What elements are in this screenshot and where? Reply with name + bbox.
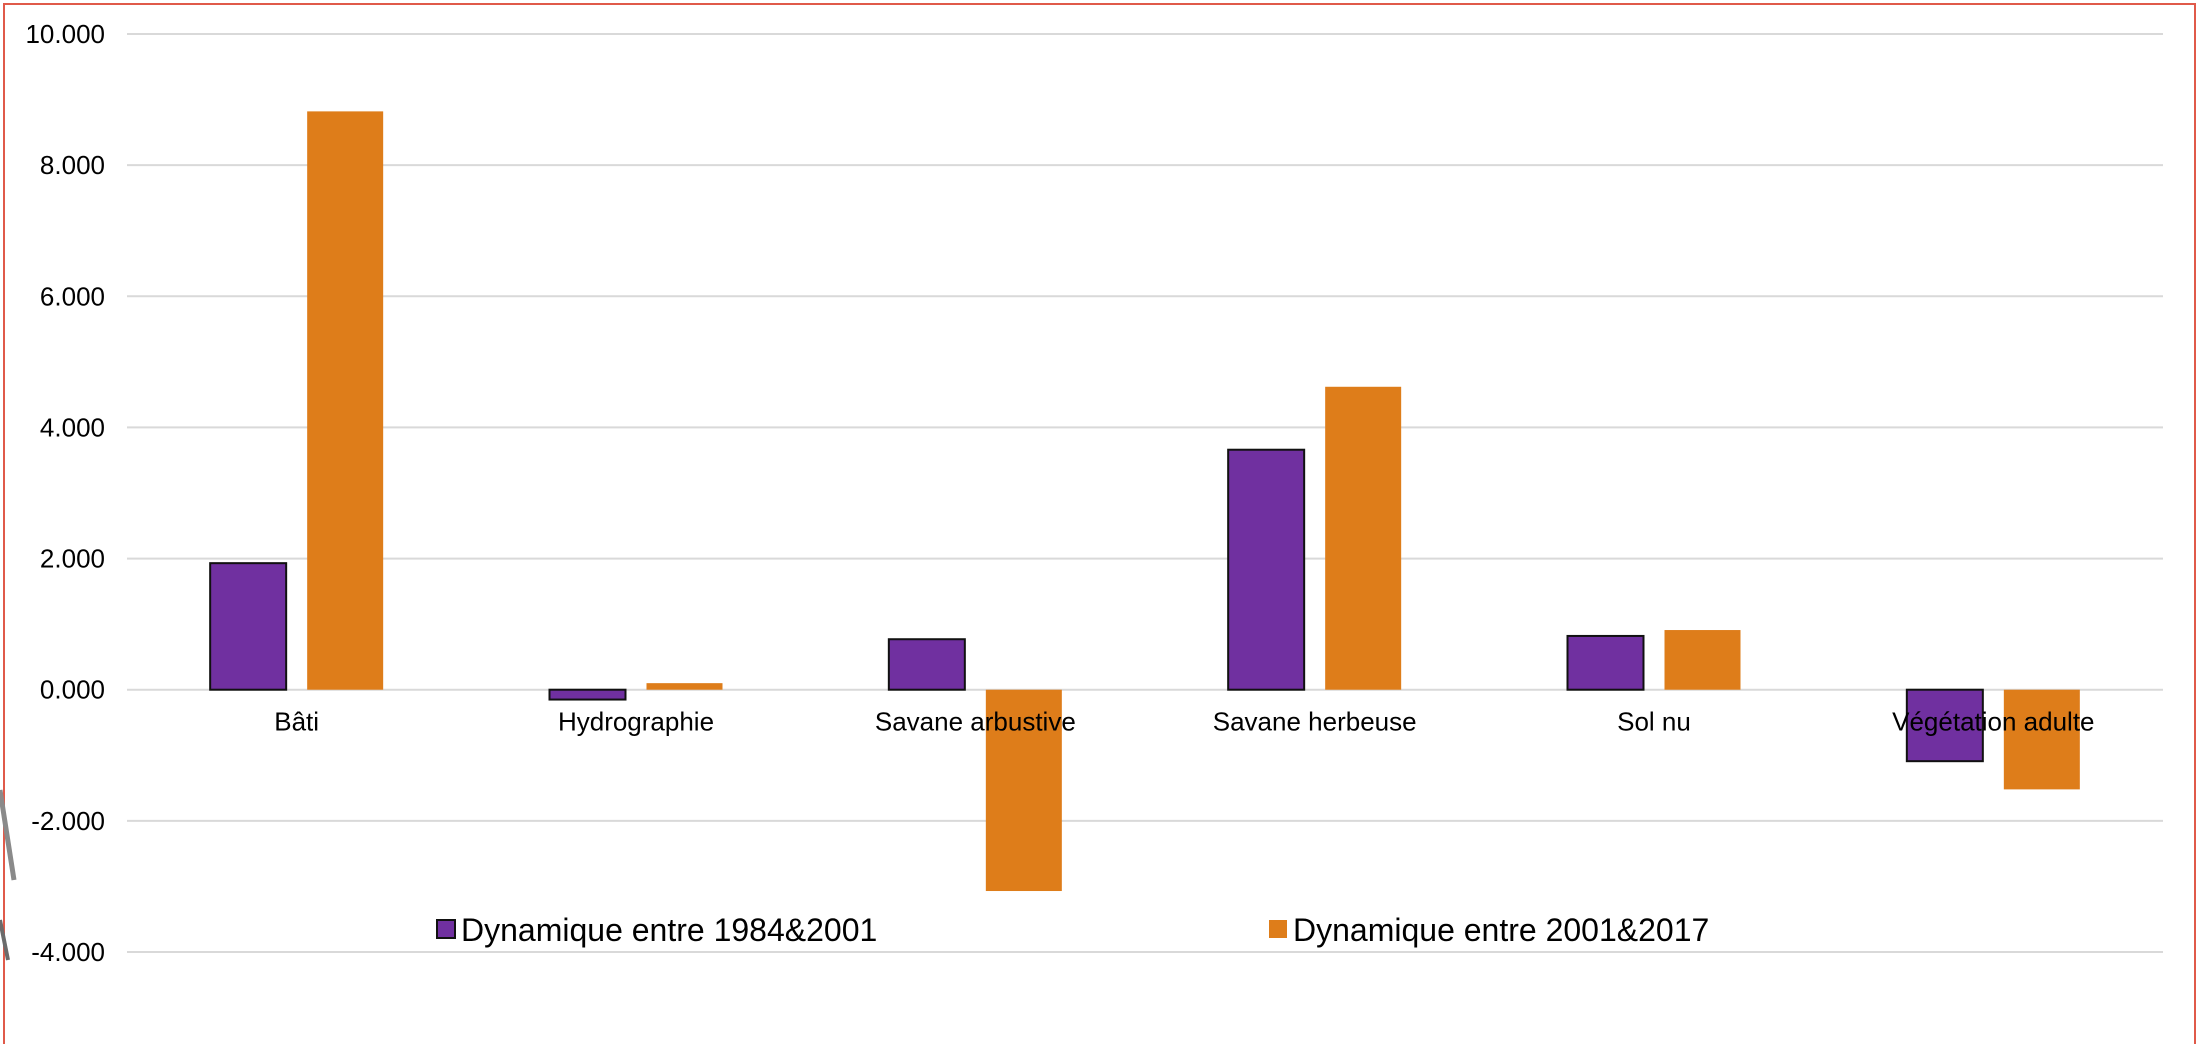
bar-series1 [1905, 688, 1984, 763]
bar-series1 [209, 562, 288, 691]
category-label: Végétation adulte [1892, 707, 2094, 737]
y-tick-label: -4.000 [31, 937, 105, 967]
category-labels: Bâti Hydrographie Savane arbustive Savane h… [274, 707, 2094, 737]
category-label: Hydrographie [558, 707, 714, 737]
y-tick-label: 6.000 [40, 281, 105, 311]
category-label: Savane arbustive [875, 707, 1076, 737]
bar-series1 [1227, 448, 1306, 691]
bars [209, 111, 2080, 892]
decoration-stroke [0, 789, 17, 881]
bar-series1 [1566, 634, 1645, 691]
y-tick-label: 2.000 [40, 544, 105, 574]
decoration-stroke [0, 919, 10, 961]
category-label: Savane herbeuse [1213, 707, 1417, 737]
category-label: Bâti [274, 707, 319, 737]
category-label: Sol nu [1617, 707, 1691, 737]
y-tick-label: -2.000 [31, 806, 105, 836]
bar-series1 [887, 638, 966, 691]
bar-series2 [307, 111, 384, 690]
y-tick-label: 4.000 [40, 412, 105, 442]
bar-series2 [1664, 630, 1741, 690]
legend-label: Dynamique entre 2001&2017 [1293, 912, 1709, 948]
y-tick-label: 8.000 [40, 150, 105, 180]
bar-series2 [2003, 689, 2080, 790]
y-tick-label: 10.000 [25, 19, 105, 49]
bar-series1 [548, 688, 627, 701]
bar-series2 [1325, 386, 1402, 690]
gridlines [127, 33, 2163, 953]
legend-swatch [1269, 920, 1287, 938]
bar-series2 [646, 683, 723, 690]
y-axis-ticks: -4.000 -2.000 0.000 2.000 4.000 6.000 8.000 10.… [25, 19, 105, 967]
legend: Dynamique entre 1984&2001 Dynamique entre… [436, 912, 1709, 948]
bar-series2 [985, 689, 1062, 892]
y-tick-label: 0.000 [40, 675, 105, 705]
legend-label: Dynamique entre 1984&2001 [461, 912, 877, 948]
legend-swatch [436, 919, 456, 939]
